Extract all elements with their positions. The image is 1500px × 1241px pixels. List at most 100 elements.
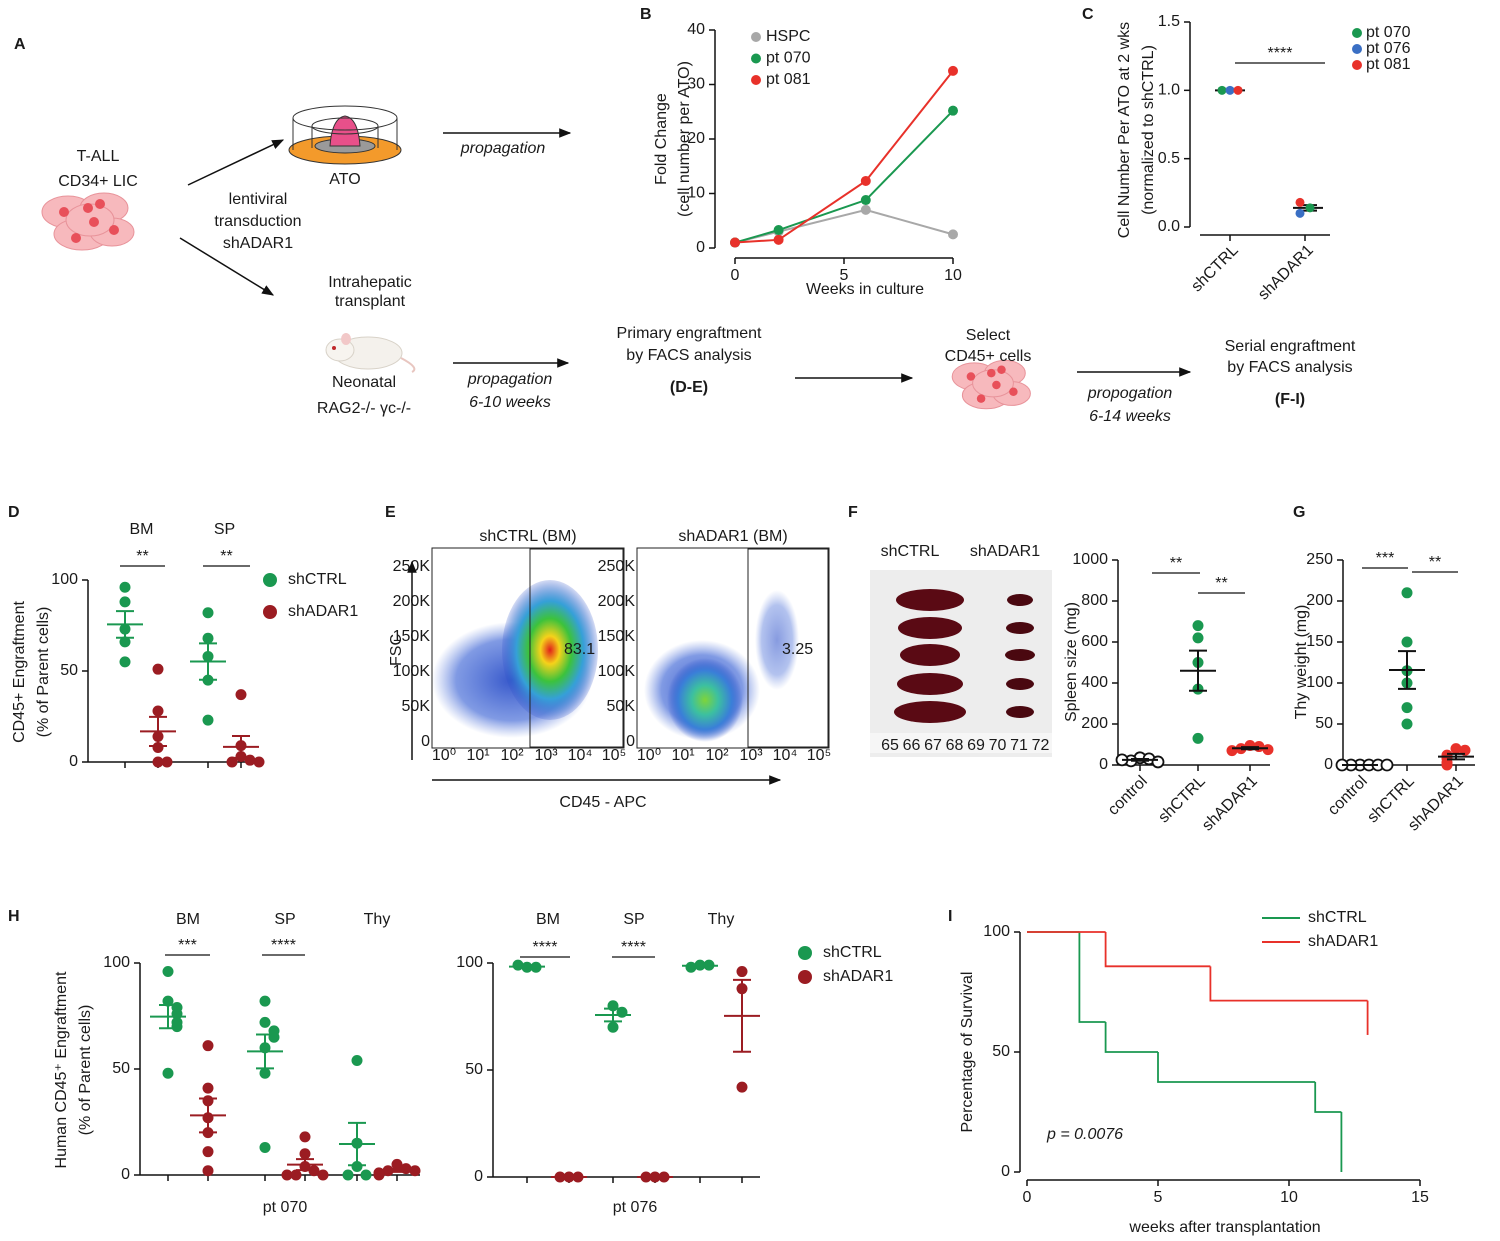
- facs-plot: [636, 547, 830, 749]
- data-point: [1151, 755, 1165, 769]
- x-axis-label: weeks after transplantation: [1128, 1219, 1320, 1236]
- ruler: [870, 733, 1052, 753]
- data-point: [202, 1082, 214, 1094]
- diagram-text: shADAR1: [223, 235, 293, 252]
- y-tick-label: 0: [1001, 1163, 1010, 1180]
- spleen: [1007, 594, 1033, 606]
- spleen: [1005, 649, 1035, 661]
- error-bar: [149, 715, 167, 747]
- facs-y-tick: 0: [421, 733, 430, 750]
- x-tick-label: 0: [1023, 1189, 1032, 1206]
- data-point: [860, 175, 871, 186]
- y-tick-label: 1000: [1072, 551, 1108, 568]
- x-tick-label: control: [1325, 773, 1371, 819]
- facs-x-tick: 10⁵: [807, 747, 831, 764]
- data-point: [1233, 85, 1243, 95]
- legend-marker: [798, 946, 812, 960]
- panel-label: C: [1082, 6, 1094, 23]
- nucleus: [997, 365, 1006, 374]
- significance-label: ***: [178, 937, 197, 954]
- panel-label: A: [14, 36, 26, 53]
- error-bar: [199, 1097, 217, 1134]
- series-line: [734, 208, 954, 244]
- panel-label: H: [8, 908, 20, 925]
- diagram-text: lentiviral: [229, 191, 288, 208]
- nucleus: [109, 225, 119, 235]
- data-point: [342, 1169, 354, 1181]
- y-axis-label: (normalized to shCTRL): [1140, 45, 1157, 215]
- nucleus: [89, 217, 99, 227]
- error-bar: [691, 964, 709, 968]
- x-tick-label: control: [1105, 773, 1151, 819]
- facs-y-tick: 100K: [598, 663, 636, 680]
- diagram-text: propogation: [1087, 385, 1173, 402]
- ruler-label: 72: [1032, 737, 1050, 754]
- nucleus: [59, 207, 69, 217]
- data-point: [259, 1141, 271, 1153]
- facs-x-tick: 10⁵: [602, 747, 626, 764]
- data-point: [119, 581, 131, 593]
- group-label: Thy: [364, 911, 391, 928]
- photo-label: shCTRL: [881, 543, 940, 560]
- legend-label: shADAR1: [1308, 933, 1378, 950]
- error-bar: [388, 1167, 406, 1173]
- error-bar: [296, 1158, 314, 1172]
- data-point: [317, 1169, 329, 1181]
- spleen: [897, 673, 963, 695]
- error-bar: [348, 1121, 366, 1167]
- facs-gate: [529, 548, 624, 748]
- y-axis-label: Fold Change: [653, 93, 670, 185]
- diagram-text: Select: [966, 327, 1011, 344]
- y-axis-label: CD45+ Engraftment: [11, 601, 28, 743]
- y-tick-label: 10: [687, 185, 705, 202]
- spleen: [1006, 622, 1034, 634]
- diagram-text: propagation: [460, 140, 546, 157]
- series-line: [734, 70, 954, 244]
- ruler-label: 71: [1010, 737, 1028, 754]
- y-tick-label: 200: [1081, 715, 1108, 732]
- data-point: [773, 225, 784, 236]
- photo-label: shADAR1: [970, 543, 1040, 560]
- data-point: [226, 756, 238, 768]
- y-tick-label: 0: [1324, 756, 1333, 773]
- survival-step: [1078, 932, 1106, 1023]
- error-bar: [518, 964, 536, 969]
- y-tick-label: 0: [69, 753, 78, 770]
- y-tick-label: 400: [1081, 674, 1108, 691]
- y-tick-label: 40: [687, 21, 705, 38]
- data-point: [161, 756, 173, 768]
- arrow: [187, 139, 285, 186]
- y-axis-label: Thy weight (mg): [1293, 605, 1310, 720]
- y-tick-label: 100: [103, 954, 130, 971]
- data-point: [253, 756, 265, 768]
- legend-marker: [1352, 28, 1362, 38]
- significance-label: ***: [1376, 550, 1395, 567]
- diagram-text: (F-I): [1275, 391, 1305, 408]
- facs-x-tick: 10²: [500, 747, 524, 764]
- x-tick-label: 10: [1280, 1189, 1298, 1206]
- significance-label: **: [1215, 575, 1227, 592]
- mouse-eye: [332, 346, 336, 350]
- y-tick-label: 50: [1315, 715, 1333, 732]
- x-tick-label: shADAR1: [1199, 773, 1261, 835]
- group-label: SP: [274, 911, 295, 928]
- significance-label: ****: [271, 937, 296, 954]
- data-point: [202, 1040, 214, 1052]
- data-point: [1226, 745, 1238, 757]
- error-bar: [1241, 746, 1259, 751]
- density: [667, 658, 743, 742]
- y-tick-label: 20: [687, 130, 705, 147]
- mouse-tail: [400, 357, 416, 373]
- x-tick-label: shADAR1: [1255, 242, 1317, 304]
- data-point: [1401, 718, 1413, 730]
- nucleus: [95, 199, 105, 209]
- x-axis-label: Weeks in culture: [806, 281, 924, 298]
- y-tick-label: 600: [1081, 633, 1108, 650]
- data-point: [1192, 620, 1204, 632]
- error-bar: [232, 734, 250, 759]
- diagram-text: Serial engraftment: [1225, 338, 1356, 355]
- y-axis-label: Cell Number Per ATO at 2 wks: [1116, 22, 1133, 238]
- ruler-label: 68: [946, 737, 964, 754]
- y-tick-label: 30: [687, 76, 705, 93]
